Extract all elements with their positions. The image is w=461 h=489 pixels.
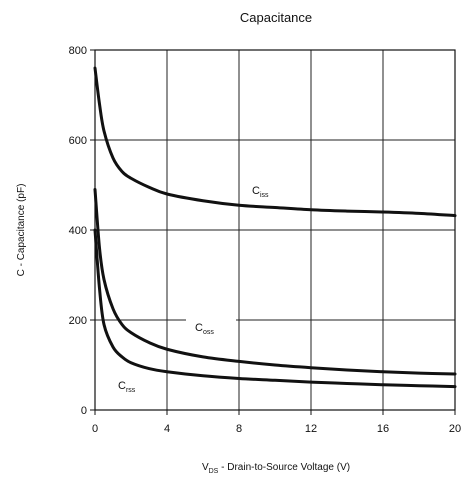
series-label-ciss: Ciss <box>252 185 269 199</box>
x-tick-label-12: 12 <box>305 423 317 435</box>
x-axis-label-rest: - Drain-to-Source Voltage (V) <box>218 462 350 473</box>
y-tick-label-0: 0 <box>81 405 87 417</box>
x-tick-label-4: 4 <box>164 423 170 435</box>
y-tick-label-600: 600 <box>69 135 87 147</box>
x-tick-label-8: 8 <box>236 423 242 435</box>
y-tick-label-200: 200 <box>69 315 87 327</box>
x-tick-label-0: 0 <box>92 423 98 435</box>
x-axis-label: VDS - Drain-to-Source Voltage (V) <box>202 462 350 475</box>
x-tick-label-20: 20 <box>449 423 461 435</box>
series-line-crss <box>93 228 457 389</box>
y-tick-label-800: 800 <box>69 45 87 57</box>
x-axis-label-main: V <box>202 462 209 473</box>
series-labels: Ciss Coss Crss <box>118 185 269 394</box>
y-axis-label: C - Capacitance (pF) <box>16 184 27 277</box>
x-tick-label-16: 16 <box>377 423 389 435</box>
chart-title: Capacitance <box>240 10 312 25</box>
x-axis-label-sub: DS <box>209 468 219 475</box>
grid-lines <box>95 50 455 410</box>
x-axis-ticks: 0 4 8 12 16 20 <box>92 410 461 435</box>
series-line-coss <box>93 188 457 376</box>
series-label-crss: Crss <box>118 380 136 394</box>
series-line-ciss <box>93 66 457 218</box>
y-axis-ticks: 0 200 400 600 800 <box>69 45 95 417</box>
series-label-coss: Coss <box>195 322 214 336</box>
series-label-bg-coss <box>186 314 236 338</box>
y-tick-label-400: 400 <box>69 225 87 237</box>
series-lines <box>93 66 457 389</box>
